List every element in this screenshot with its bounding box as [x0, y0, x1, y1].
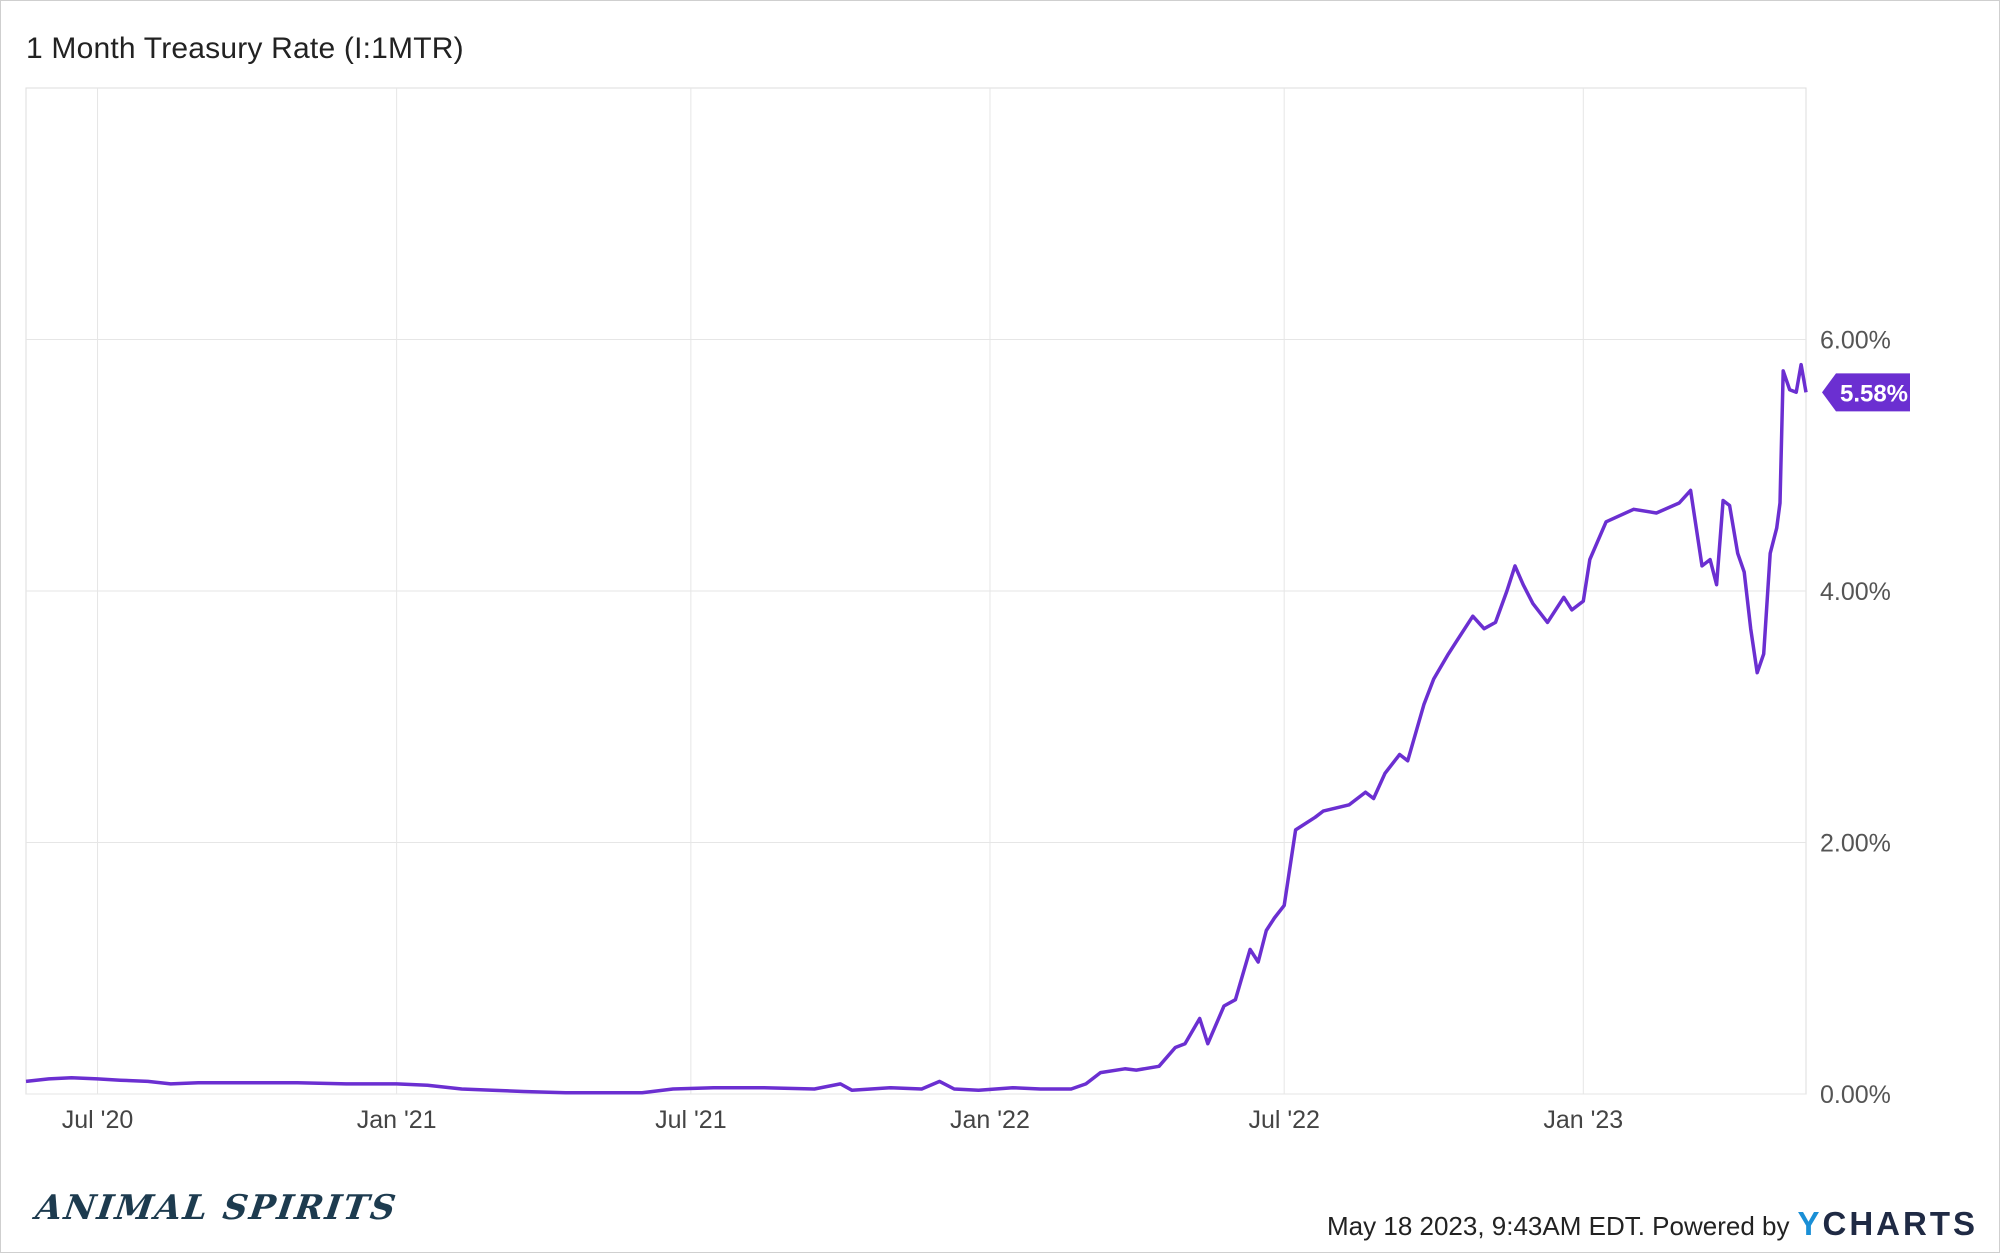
x-tick-label: Jan '22 [950, 1106, 1030, 1134]
x-tick-label: Jan '21 [357, 1106, 437, 1134]
footer-credit: May 18 2023, 9:43AM EDT. Powered by YCHA… [1327, 1205, 1978, 1243]
y-tick-label: 0.00% [1820, 1081, 1891, 1109]
ycharts-logo-text: CHARTS [1822, 1205, 1978, 1242]
timestamp-text: May 18 2023, 9:43AM EDT. Powered by [1327, 1211, 1790, 1241]
ycharts-logo[interactable]: YCHARTS [1797, 1205, 1978, 1243]
x-tick-label: Jul '22 [1248, 1106, 1319, 1134]
series-line [25, 362, 1808, 1095]
y-tick-label: 2.00% [1820, 830, 1891, 858]
y-tick-label: 6.00% [1820, 327, 1891, 355]
last-value-badge [1822, 373, 1910, 412]
animal-spirits-logo: ANIMAL SPIRITS [33, 1188, 400, 1228]
y-tick-label: 4.00% [1820, 578, 1891, 606]
ycharts-logo-y: Y [1797, 1205, 1823, 1242]
x-tick-label: Jul '20 [62, 1106, 133, 1134]
chart-title: 1 Month Treasury Rate (I:1MTR) [26, 32, 464, 65]
x-tick-label: Jan '23 [1543, 1106, 1623, 1134]
last-value-label: 5.58% [1840, 380, 1908, 407]
x-tick-label: Jul '21 [655, 1106, 726, 1134]
